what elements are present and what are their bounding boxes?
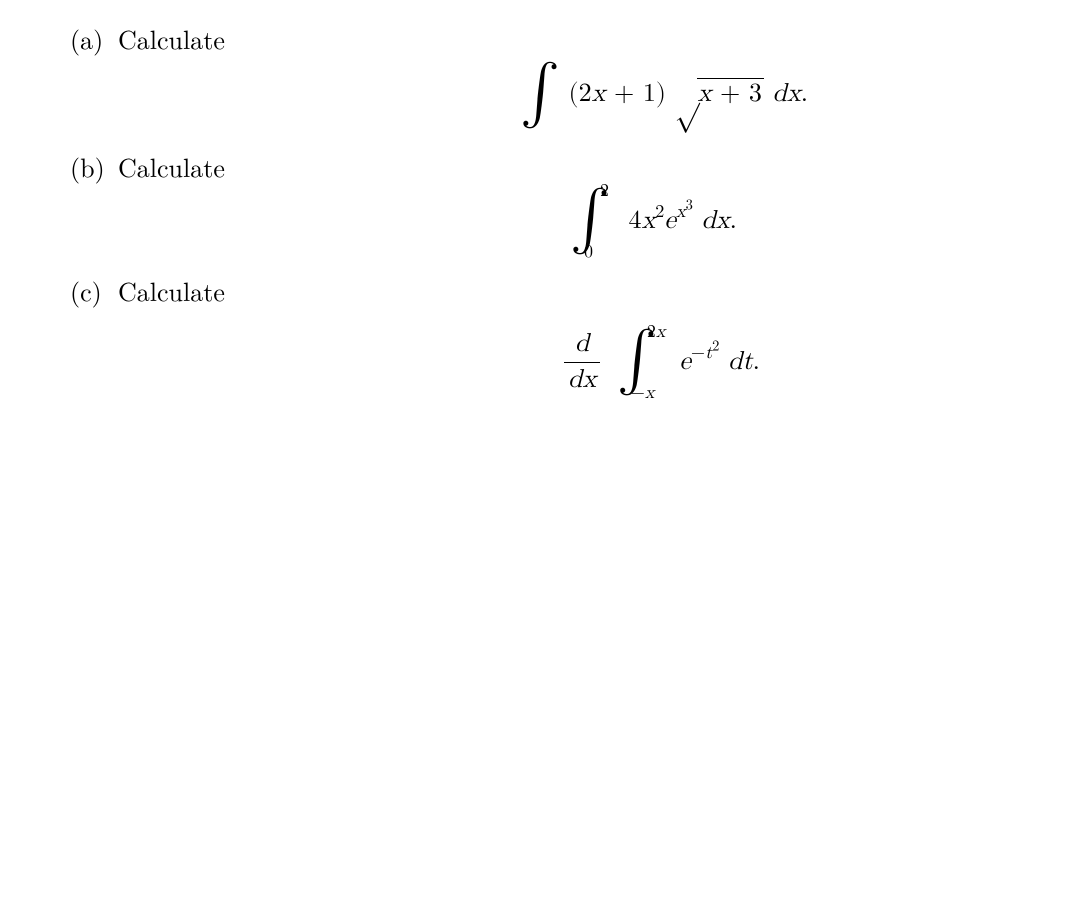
problem-a-word: Calculate bbox=[118, 20, 225, 57]
problem-c-word: Calculate bbox=[118, 272, 225, 309]
c-e: e bbox=[679, 349, 691, 375]
a-mid: + 1) bbox=[605, 81, 674, 107]
b-e-exp-var: x bbox=[676, 202, 686, 221]
sqrt-icon: √x + 3 bbox=[675, 77, 764, 113]
b-dot: . bbox=[730, 208, 737, 234]
problem-c-label-row: (c) Calculate bbox=[70, 272, 1080, 309]
b-e-exp-power: 3 bbox=[686, 198, 693, 213]
c-dot: . bbox=[753, 349, 760, 375]
problem-a-equation: ∫ (2x + 1) √x + 3 dx. bbox=[70, 77, 1080, 113]
c-dt: dt bbox=[719, 349, 752, 375]
problem-b-label-row: (b) Calculate bbox=[70, 148, 1080, 185]
problem-a-letter: (a) bbox=[70, 20, 118, 57]
a-sqrt-rest: + 3 bbox=[711, 81, 762, 107]
problem-a-label-row: (a) Calculate bbox=[70, 20, 1080, 57]
integral-b: ∫ 2 0 4x2ex3 dx. bbox=[570, 205, 737, 237]
c-frac-den: dx bbox=[564, 363, 600, 396]
b-coef: 4 bbox=[629, 208, 642, 234]
problem-b: (b) Calculate ∫ 2 0 4x2ex3 dx. bbox=[70, 148, 1080, 252]
integral-a: ∫ (2x + 1) √x + 3 dx. bbox=[520, 77, 808, 113]
problem-b-equation: ∫ 2 0 4x2ex3 dx. bbox=[70, 205, 1080, 237]
problem-c: (c) Calculate d dx ∫ 2x −x e−t2 dt. bbox=[70, 272, 1080, 411]
b-dx: dx bbox=[693, 208, 730, 234]
c-lower-limit: −x bbox=[631, 382, 655, 404]
problem-c-letter: (c) bbox=[70, 272, 118, 309]
problem-b-letter: (b) bbox=[70, 148, 118, 185]
a-open: (2 bbox=[569, 81, 592, 107]
b-lower-limit: 0 bbox=[584, 241, 593, 263]
c-upper-limit: 2x bbox=[647, 321, 666, 343]
c-exp-prefix: − bbox=[691, 343, 705, 362]
b-var: x bbox=[642, 208, 656, 234]
a-dx: dx bbox=[764, 81, 801, 107]
a-dot: . bbox=[801, 81, 808, 107]
b-e: e bbox=[664, 208, 676, 234]
problem-b-word: Calculate bbox=[118, 148, 225, 185]
a-sqrt-var: x bbox=[698, 81, 712, 107]
c-frac-num: d bbox=[564, 329, 600, 363]
b-upper-limit: 2 bbox=[600, 180, 609, 202]
integral-c: d dx ∫ 2x −x e−t2 dt. bbox=[560, 329, 760, 396]
problem-c-equation: d dx ∫ 2x −x e−t2 dt. bbox=[70, 329, 1080, 396]
a-var1: x bbox=[592, 81, 606, 107]
derivative-fraction: d dx bbox=[564, 329, 600, 396]
problem-a: (a) Calculate ∫ (2x + 1) √x + 3 dx. bbox=[70, 20, 1080, 128]
